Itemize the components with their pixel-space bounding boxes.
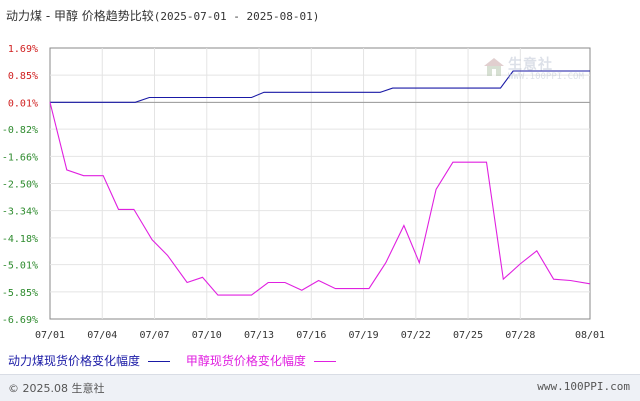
footer-url[interactable]: www.100PPI.com [537,380,630,393]
y-tick-label: -0.82% [2,125,38,136]
x-tick-label: 07/01 [35,330,65,341]
legend-item-coal: 动力煤现货价格变化幅度 [8,352,176,369]
y-tick-label: -4.18% [2,234,38,245]
footer-bar: © 2025.08 生意社 www.100PPI.com [0,374,640,401]
legend-label-coal: 动力煤现货价格变化幅度 [8,354,141,368]
chart-legend: 动力煤现货价格变化幅度 甲醇现货价格变化幅度 [8,352,348,369]
x-tick-label: 07/04 [87,330,117,341]
y-tick-label: 1.69% [8,44,38,55]
series-line-coal [50,70,590,103]
legend-label-methanol: 甲醇现货价格变化幅度 [185,354,306,368]
x-tick-label: 07/28 [505,330,535,341]
chart-title-main: 动力煤 - 甲醇 价格趋势比较 [6,9,154,23]
y-tick-label: 0.85% [8,71,38,82]
x-tick-label: 07/16 [296,330,326,341]
legend-swatch-coal [148,361,171,362]
x-tick-label: 07/07 [139,330,169,341]
watermark-brand: 生意社 [508,57,553,73]
footer-copyright: © 2025.08 生意社 [8,382,105,395]
x-tick-label: 07/13 [244,330,274,341]
y-tick-label: -5.85% [2,288,38,299]
y-tick-label: -1.66% [2,152,38,163]
chart-title-range: (2025-07-01 - 2025-08-01) [153,10,320,23]
x-tick-label: 08/01 [575,330,605,341]
x-tick-label: 07/10 [192,330,222,341]
y-tick-label: -2.50% [2,180,38,191]
legend-item-methanol: 甲醇现货价格变化幅度 [186,352,342,369]
y-tick-label: -6.69% [2,315,38,326]
x-tick-label: 07/25 [453,330,483,341]
house-logo-icon [484,58,504,76]
x-tick-label: 07/22 [401,330,431,341]
y-tick-label: 0.01% [8,98,38,109]
chart-title: 动力煤 - 甲醇 价格趋势比较(2025-07-01 - 2025-08-01) [6,7,319,24]
y-tick-label: -3.34% [2,207,38,218]
watermark-url: WWW.100PPI.COM [508,72,584,82]
series-line-methanol [49,102,591,296]
y-tick-label: -5.01% [2,261,38,272]
x-tick-label: 07/19 [348,330,378,341]
legend-swatch-methanol [313,361,336,362]
watermark-logo: 生意社 WWW.100PPI.COM [480,52,584,88]
